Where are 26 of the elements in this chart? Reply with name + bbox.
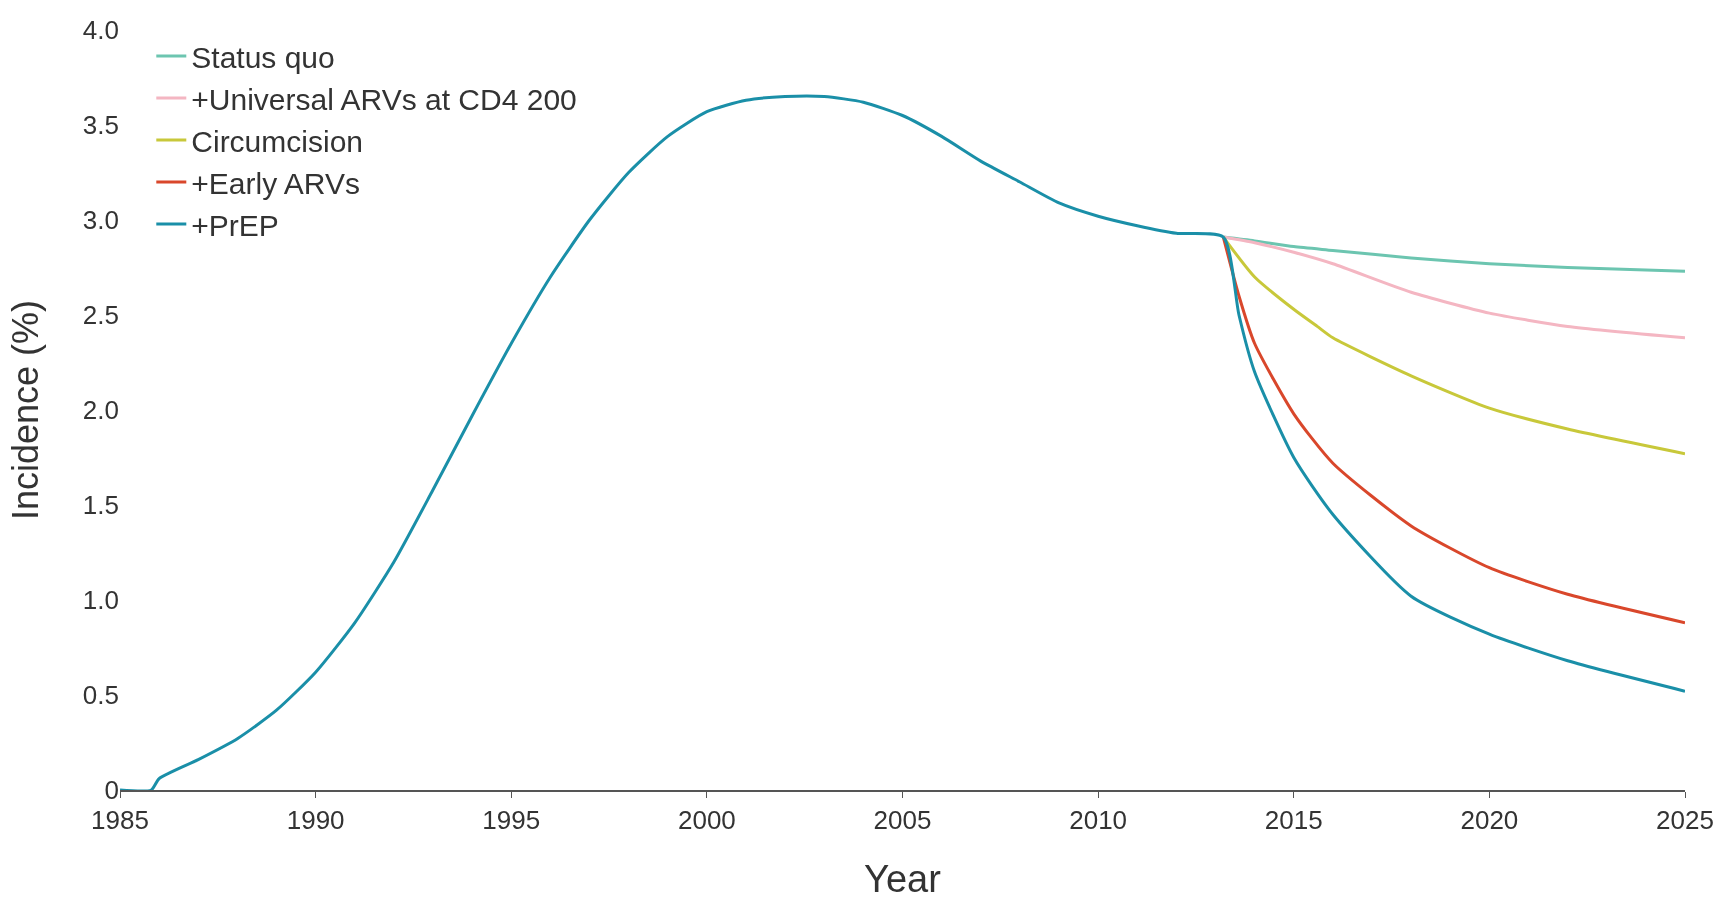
legend-label: Circumcision (191, 124, 363, 158)
x-tick-label: 2000 (677, 805, 736, 836)
x-tick-label: 2015 (1264, 805, 1323, 836)
y-tick-label: 2.5 (82, 300, 119, 331)
legend-label: +Universal ARVs at CD4 200 (191, 82, 577, 116)
y-tick-label: 0 (104, 775, 119, 806)
y-tick-label: 1.0 (82, 585, 119, 616)
y-tick-label: 2.0 (82, 395, 119, 426)
y-tick-label: 0.5 (82, 680, 119, 711)
legend-label: +PrEP (191, 208, 279, 242)
y-axis-title: Incidence (%) (5, 299, 46, 521)
legend-label: Status quo (191, 40, 335, 74)
x-tick-label: 1995 (482, 805, 541, 836)
x-tick-label: 1990 (286, 805, 345, 836)
y-tick-label: 3.0 (82, 205, 119, 236)
line-series (1221, 235, 1685, 625)
legend-label: +Early ARVs (191, 166, 360, 200)
x-tick-label: 2025 (1656, 805, 1714, 836)
x-tick-label: 2010 (1069, 805, 1128, 836)
x-tick-label: 1985 (91, 805, 149, 836)
x-axis-title: Year (864, 858, 942, 900)
y-tick-label: 4.0 (82, 15, 119, 46)
x-tick-label: 2020 (1460, 805, 1519, 836)
y-tick-label: 1.5 (82, 490, 119, 521)
y-tick-label: 3.5 (82, 110, 119, 141)
x-tick-label: 2005 (873, 805, 932, 836)
